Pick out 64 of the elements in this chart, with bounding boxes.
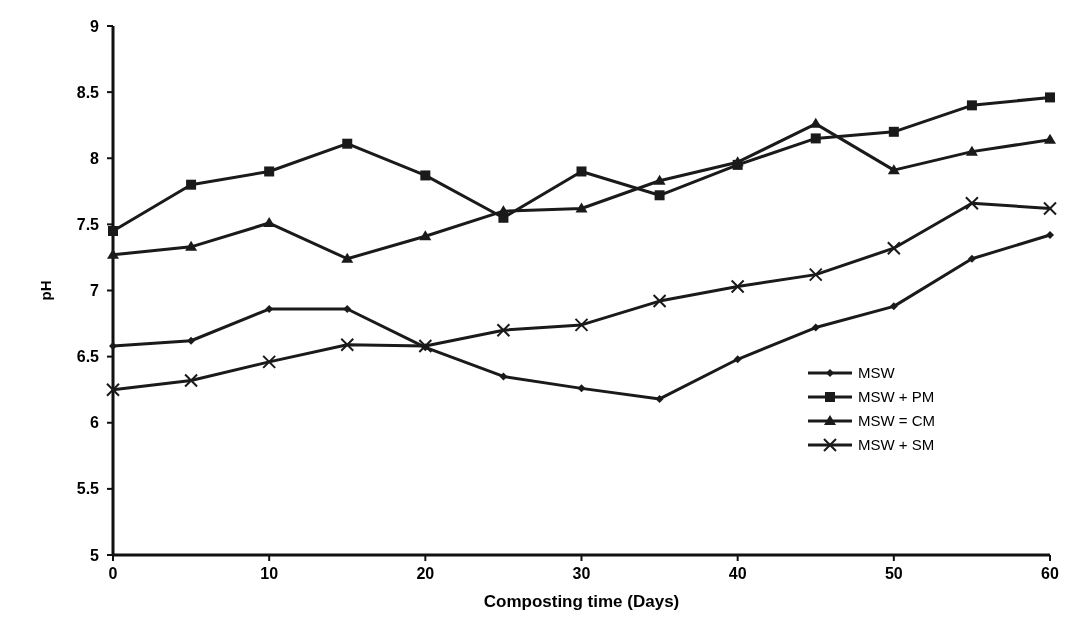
point: [343, 305, 352, 314]
point: [574, 317, 589, 332]
point: [652, 294, 667, 309]
y-tick-label: 7: [90, 282, 100, 300]
y-tick-label: 6: [90, 414, 100, 432]
y-tick-label: 5.5: [76, 480, 100, 498]
point: [653, 174, 666, 185]
point: [184, 373, 199, 388]
y-tick-label: 6.5: [76, 348, 100, 366]
y-tick-label: 9: [90, 17, 100, 35]
point: [808, 267, 823, 282]
point: [420, 170, 431, 181]
point: [108, 225, 118, 236]
y-tick-label: 8.5: [76, 83, 100, 101]
point: [106, 382, 120, 397]
point: [187, 336, 196, 345]
point: [887, 164, 900, 175]
point: [965, 145, 978, 156]
legend-label: MSW: [858, 364, 896, 382]
point: [888, 126, 899, 137]
x-tick-label: 30: [572, 565, 591, 582]
point: [341, 252, 354, 263]
point: [733, 355, 742, 364]
x-tick-label: 10: [260, 565, 279, 582]
point: [499, 372, 508, 381]
point: [1043, 201, 1057, 216]
point: [575, 202, 588, 213]
point: [185, 240, 198, 251]
x-tick-label: 50: [884, 565, 903, 582]
legend-label: MSW + PM: [858, 388, 935, 406]
point: [186, 179, 197, 190]
x-axis-title: Composting time (Days): [483, 592, 680, 611]
point: [966, 100, 977, 111]
point: [496, 323, 511, 338]
point: [655, 394, 664, 403]
point: [730, 279, 745, 294]
point: [418, 339, 433, 354]
point: [419, 230, 432, 241]
point: [576, 166, 587, 177]
point: [811, 323, 820, 332]
point: [1045, 92, 1055, 103]
point: [1044, 133, 1056, 144]
legend-label: MSW + SM: [858, 436, 935, 454]
y-tick-label: 8: [90, 149, 100, 167]
legend-label: MSW = CM: [858, 412, 936, 430]
point: [886, 241, 901, 256]
y-tick-label: 5: [90, 546, 100, 564]
point: [889, 302, 898, 311]
point: [1046, 230, 1054, 239]
point: [654, 190, 665, 201]
x-tick-label: 60: [1041, 565, 1059, 582]
y-axis-title: pH: [37, 280, 54, 301]
y-tick-label: 7.5: [76, 215, 100, 233]
point: [810, 133, 821, 144]
x-tick-label: 0: [108, 565, 118, 582]
point: [577, 384, 586, 393]
point: [264, 166, 275, 177]
point: [340, 337, 355, 352]
point: [967, 254, 976, 263]
point: [262, 354, 277, 369]
x-tick-label: 40: [728, 565, 747, 582]
point: [342, 138, 353, 149]
x-tick-label: 20: [416, 565, 435, 582]
point: [964, 196, 979, 211]
